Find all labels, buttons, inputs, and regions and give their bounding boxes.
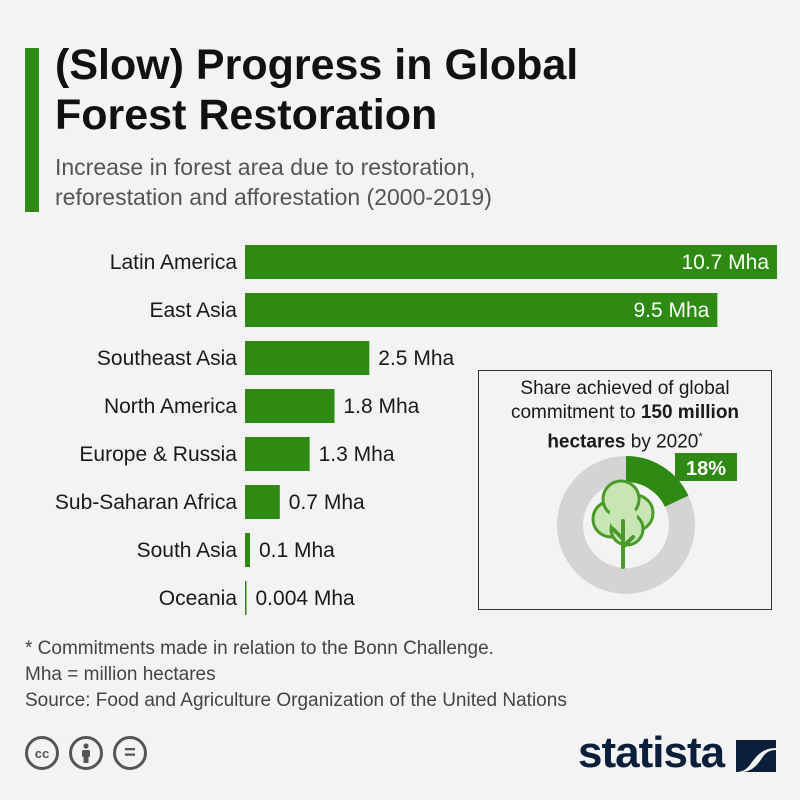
license-icons: cc =	[25, 736, 147, 770]
value-label: 0.1 Mha	[259, 539, 335, 562]
footnotes: * Commitments made in relation to the Bo…	[25, 636, 765, 714]
category-label: Latin America	[110, 251, 238, 274]
value-label: 2.5 Mha	[378, 347, 454, 370]
inset-prefix: commitment to	[510, 402, 641, 423]
value-label: 10.7 Mha	[681, 251, 769, 274]
person-icon	[82, 743, 90, 763]
category-label: Sub-Saharan Africa	[55, 491, 237, 514]
subtitle-line-1: Increase in forest area due to restorati…	[55, 154, 476, 180]
inset-suffix: by 2020	[625, 431, 699, 453]
bar-latin-america	[245, 245, 777, 279]
chart-subtitle: Increase in forest area due to restorati…	[55, 152, 775, 212]
cc-icon[interactable]: cc	[25, 736, 59, 770]
category-label: North America	[104, 395, 237, 418]
chart-title: (Slow) Progress in Global Forest Restora…	[55, 40, 775, 140]
cc-icon-text: cc	[34, 745, 50, 761]
share-label-box	[675, 453, 737, 481]
inset-bold-unit: hectares	[547, 431, 626, 453]
donut-share-arc	[625, 456, 689, 508]
inset-text-line-1: Share achieved of global	[520, 378, 730, 399]
value-label: 1.8 Mha	[343, 395, 419, 418]
category-label: Southeast Asia	[97, 347, 237, 370]
nd-icon-text: =	[124, 741, 136, 764]
value-label: 1.3 Mha	[319, 443, 395, 466]
category-label: Europe & Russia	[79, 443, 237, 466]
category-label: East Asia	[149, 299, 237, 322]
inset-bold-amount: 150 million	[640, 402, 740, 423]
share-label: 18%	[686, 458, 726, 480]
category-label: South Asia	[137, 539, 238, 562]
footnote-bonn: * Commitments made in relation to the Bo…	[25, 638, 494, 659]
bar-east-asia	[245, 293, 718, 327]
donut-remainder	[557, 456, 695, 594]
category-label: Oceania	[159, 587, 238, 610]
bar-sub-saharan-africa	[245, 485, 280, 519]
source-note: Source: Food and Agriculture Organizatio…	[25, 690, 567, 711]
inset-text: Share achieved of global commitment to 1…	[479, 377, 771, 454]
bar-europe-russia	[245, 437, 310, 471]
title-line-2: Forest Restoration	[55, 91, 438, 139]
subtitle-line-2: reforestation and afforestation (2000-20…	[55, 184, 492, 210]
value-label: 0.7 Mha	[289, 491, 365, 514]
inset-text-line-2: commitment to 150 million	[479, 401, 771, 425]
inset-footnote-mark: *	[698, 431, 703, 443]
bar-south-asia	[245, 533, 250, 567]
commitment-inset: Share achieved of global commitment to 1…	[478, 370, 772, 610]
footnote-units: Mha = million hectares	[25, 664, 216, 685]
bar-southeast-asia	[245, 341, 370, 375]
by-icon[interactable]	[69, 736, 103, 770]
title-line-1: (Slow) Progress in Global	[55, 41, 579, 89]
bar-chart: Latin America 10.7 Mha East Asia 9.5 Mha Sou…	[55, 245, 777, 615]
value-label: 9.5 Mha	[633, 299, 709, 322]
bar-oceania	[245, 581, 247, 615]
value-label: 0.004 Mha	[256, 587, 356, 610]
title-accent-bar	[25, 48, 39, 212]
share-donut: 18%	[557, 453, 737, 594]
inset-text-line-3: hectares by 2020*	[479, 425, 771, 454]
nd-icon[interactable]: =	[113, 736, 147, 770]
statista-logo[interactable]: statista	[578, 728, 725, 777]
bar-north-america	[245, 389, 335, 423]
statista-mark-icon	[736, 740, 776, 772]
tree-icon	[591, 479, 655, 569]
